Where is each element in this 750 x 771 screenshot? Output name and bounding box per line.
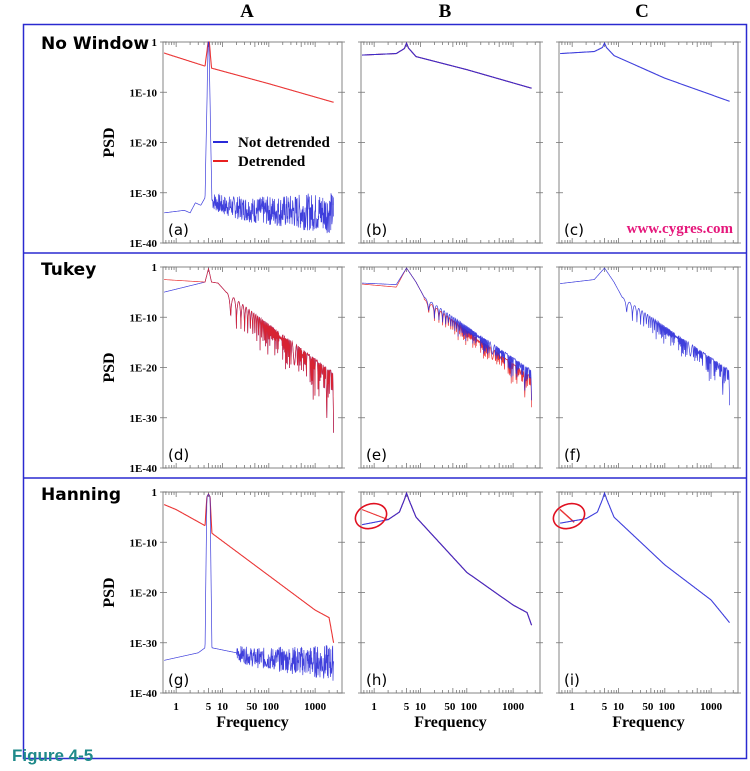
x-tick-label: 10 [415, 701, 427, 713]
x-axis-title: Frequency [216, 714, 289, 731]
series-not-detrended-a [164, 41, 334, 234]
x-tick-label: 50 [246, 701, 258, 713]
y-tick-label: 1E-30 [130, 638, 158, 650]
x-tick-label: 1 [569, 701, 575, 713]
panel-label-f: (f) [564, 446, 581, 464]
highlight-circle-h [354, 502, 388, 530]
series-detrended-g [163, 493, 335, 643]
panel-f: (f) [556, 266, 741, 469]
panel-b: (b) [358, 41, 543, 244]
y-tick-label: 1E-10 [130, 537, 158, 549]
panel-label-d: (d) [168, 446, 189, 464]
x-tick-label: 1000 [304, 701, 327, 713]
legend-label-detrended: Detrended [238, 154, 306, 170]
series-not-detrended-e [362, 267, 532, 401]
row-title-tukey: Tukey [41, 260, 96, 280]
panel-label-a: (a) [168, 221, 189, 239]
y-tick-label: 1E-10 [130, 87, 158, 99]
plot-area-h [360, 491, 541, 694]
x-tick-label: 1 [371, 701, 377, 713]
watermark: www.cygres.com [627, 221, 734, 237]
x-tick-label: 5 [206, 701, 212, 713]
panel-h: 1 5 10 50 100 1000 Frequency (h) [354, 491, 543, 731]
y-tick-label: 1E-30 [130, 413, 158, 425]
y-tick-label: 1E-20 [130, 363, 158, 375]
legend-label-not-detrended: Not detrended [238, 135, 330, 151]
y-axis-title: PSD [101, 577, 118, 607]
series-not-detrended-g [164, 493, 334, 681]
x-axis-title: Frequency [612, 714, 685, 731]
panel-label-e: (e) [366, 446, 387, 464]
figure-frame [22, 23, 748, 760]
x-tick-label: 100 [461, 701, 478, 713]
panel-g: 1 1E-10 1E-20 1E-30 1E-40 PSD 1 5 10 50 100 1000 Fre… [101, 487, 345, 731]
panel-e: (e) [358, 266, 543, 469]
series-not-detrended-h [361, 491, 533, 626]
panel-label-h: (h) [366, 671, 387, 689]
series-not-detrended-c [559, 42, 730, 102]
panel-label-i: (i) [564, 671, 580, 689]
series-detrended-i [559, 509, 575, 523]
series-detrended-d [164, 267, 334, 433]
panel-label-c: (c) [564, 221, 584, 239]
panel-label-b: (b) [366, 221, 387, 239]
plot-area-b [360, 41, 541, 244]
panel-a: 1 1E-10 1E-20 1E-30 1E-40 PSD (a) [101, 37, 345, 250]
x-tick-label: 50 [642, 701, 654, 713]
y-tick-label: 1E-40 [130, 688, 158, 700]
series-detrended-e [362, 267, 532, 408]
x-tick-label: 100 [263, 701, 280, 713]
x-tick-label: 5 [404, 701, 410, 713]
panel-label-g: (g) [168, 671, 189, 689]
x-axis-title: Frequency [414, 714, 487, 731]
row-title-no-window: No Window [41, 34, 149, 54]
x-tick-label: 50 [444, 701, 456, 713]
y-tick-label: 1E-10 [130, 312, 158, 324]
x-tick-label: 10 [613, 701, 625, 713]
legend: Not detrended Detrended [213, 135, 330, 170]
y-tick-label: 1E-20 [130, 138, 158, 150]
y-axis-title: PSD [101, 127, 118, 157]
series-detrended-a [164, 41, 334, 103]
x-tick-label: 100 [659, 701, 676, 713]
x-tick-label: 1 [173, 701, 179, 713]
figure-caption: Figure 4-5 [12, 746, 94, 765]
column-header-b: B [439, 1, 452, 22]
panel-i: 1 5 10 50 100 1000 Frequency (i) [552, 491, 741, 731]
series-not-detrended-b [362, 41, 532, 89]
y-tick-label: 1 [152, 262, 158, 274]
series-not-detrended-i [559, 491, 730, 623]
y-tick-label: 1E-20 [130, 588, 158, 600]
panel-c: (c) [556, 41, 741, 244]
y-tick-label: 1 [152, 37, 158, 49]
y-axis-title: PSD [101, 352, 118, 382]
x-tick-label: 1000 [700, 701, 723, 713]
series-not-detrended-f [559, 267, 730, 406]
row-title-hanning: Hanning [41, 485, 121, 505]
x-tick-label: 5 [602, 701, 608, 713]
y-tick-label: 1E-40 [130, 463, 158, 475]
y-tick-label: 1 [152, 487, 158, 499]
y-tick-label: 1E-40 [130, 238, 158, 250]
plot-area-c [558, 41, 739, 244]
panel-d: 1 1E-10 1E-20 1E-30 1E-40 PSD (d) [101, 262, 345, 475]
column-header-a: A [240, 1, 254, 22]
plot-area-i [558, 491, 739, 694]
column-header-c: C [635, 1, 649, 22]
x-tick-label: 1000 [502, 701, 525, 713]
x-tick-label: 10 [217, 701, 229, 713]
highlight-circle-i [552, 502, 586, 530]
y-tick-label: 1E-30 [130, 188, 158, 200]
